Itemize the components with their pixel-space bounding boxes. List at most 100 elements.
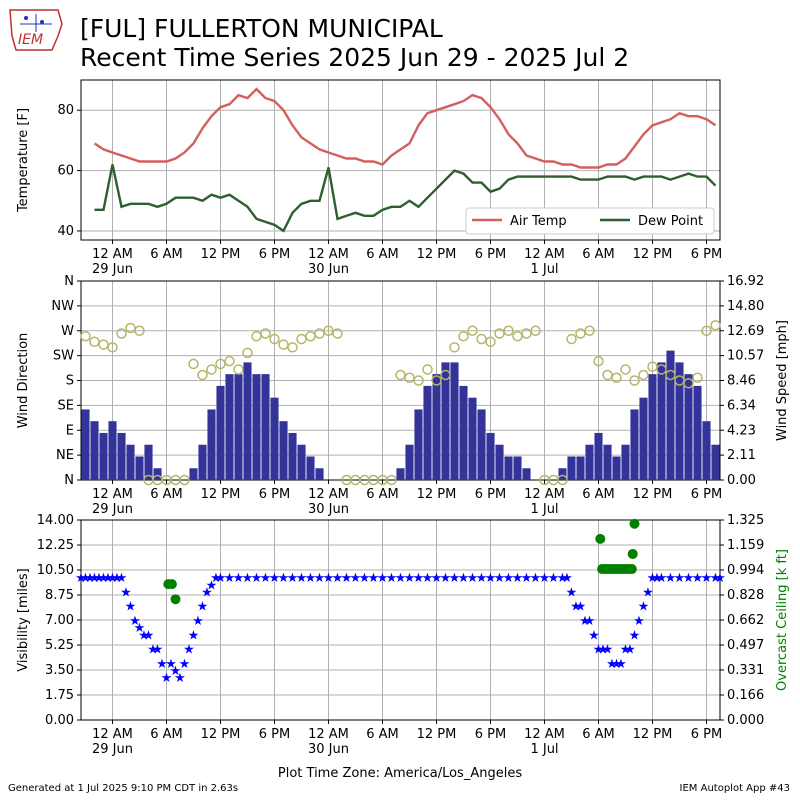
y-tick-label: 5.25 xyxy=(45,638,74,653)
plot-frame xyxy=(80,79,721,241)
wind-speed-bar xyxy=(504,456,513,480)
wind-direction-point xyxy=(467,325,478,336)
y-tick-label: E xyxy=(66,423,74,438)
visibility-point: ★ xyxy=(503,571,515,586)
wind-speed-bar xyxy=(657,362,666,480)
wind-direction-point xyxy=(188,358,199,370)
visibility-point: ★ xyxy=(75,571,87,586)
y-tick-label: 8.75 xyxy=(45,588,74,603)
visibility-point: ★ xyxy=(615,657,627,672)
wind-direction-point xyxy=(683,378,694,389)
visibility-point: ★ xyxy=(179,657,191,672)
x-tick-label: 12 AM xyxy=(524,727,565,742)
x-tick-label: 6 AM xyxy=(582,247,615,262)
wind-direction-point xyxy=(593,355,604,367)
visibility-point: ★ xyxy=(260,571,272,586)
visibility-point: ★ xyxy=(116,571,128,586)
wind-direction-point xyxy=(512,331,523,342)
x-tick-label: 6 PM xyxy=(259,487,290,502)
visibility-point: ★ xyxy=(440,571,452,586)
wind-direction-point xyxy=(395,369,406,381)
legend-box xyxy=(465,207,715,235)
visibility-point: ★ xyxy=(111,571,123,586)
y-axis-label: Wind Direction xyxy=(16,333,31,429)
dew-point-line xyxy=(94,164,717,233)
wind-direction-point xyxy=(89,336,100,348)
wind-direction-point xyxy=(701,325,712,336)
visibility-point: ★ xyxy=(656,571,668,586)
wind-direction-point xyxy=(116,328,127,339)
y2-tick-label: 12.69 xyxy=(727,324,764,339)
wind-direction-point xyxy=(638,369,649,381)
wind-speed-bar xyxy=(585,444,594,480)
ceiling-point xyxy=(627,548,638,559)
wind-speed-bar xyxy=(261,374,270,480)
visibility-point: ★ xyxy=(647,571,659,586)
visibility-point: ★ xyxy=(449,571,461,586)
visibility-point: ★ xyxy=(206,578,218,593)
wind-direction-point xyxy=(692,372,703,383)
y-tick-label: NE xyxy=(56,448,74,463)
visibility-point: ★ xyxy=(188,628,200,643)
wind-direction-point xyxy=(404,372,415,383)
wind-speed-bar xyxy=(99,432,108,480)
x-tick-label: 6 PM xyxy=(475,727,506,742)
visibility-point: ★ xyxy=(156,657,168,672)
wind-direction-point xyxy=(647,361,658,372)
wind-speed-bar xyxy=(468,397,477,480)
visibility-point: ★ xyxy=(242,571,254,586)
wind-speed-bar xyxy=(675,362,684,480)
y-tick-label: 10.50 xyxy=(37,563,74,578)
visibility-point: ★ xyxy=(84,571,96,586)
visibility-point: ★ xyxy=(593,643,605,658)
wind-direction-point xyxy=(530,325,541,336)
x-tick-label: 12 PM xyxy=(633,247,673,262)
wind-direction-point xyxy=(710,319,721,331)
wind-speed-bar xyxy=(702,421,711,480)
y2-tick-label: 1.159 xyxy=(727,538,764,553)
wind-direction-point xyxy=(485,336,496,348)
visibility-point: ★ xyxy=(642,585,654,600)
wind-direction-point xyxy=(269,333,280,345)
x-tick-label: 6 PM xyxy=(475,247,506,262)
y-tick-label: 0.00 xyxy=(45,713,74,728)
y2-tick-label: 0.828 xyxy=(727,588,764,603)
generated-footer: Generated at 1 Jul 2025 9:10 PM CDT in 2… xyxy=(8,783,239,794)
wind-speed-bar xyxy=(612,456,621,480)
y2-tick-label: 0.662 xyxy=(727,613,764,628)
wind-direction-point xyxy=(611,372,622,383)
wind-speed-bar xyxy=(639,397,648,480)
wind-direction-point xyxy=(251,331,262,342)
y-tick-label: 60 xyxy=(57,164,74,179)
visibility-point: ★ xyxy=(494,571,506,586)
y-tick-label: 1.75 xyxy=(45,688,74,703)
wind-direction-point xyxy=(305,331,316,342)
visibility-point: ★ xyxy=(147,643,159,658)
visibility-point: ★ xyxy=(579,614,591,629)
x-tick-label: 12 PM xyxy=(417,487,457,502)
wind-speed-bar xyxy=(648,374,657,480)
wind-speed-bar xyxy=(603,444,612,480)
wind-speed-bar xyxy=(396,468,405,480)
visibility-point: ★ xyxy=(624,643,636,658)
wind-direction-point xyxy=(80,331,91,342)
wind-speed-bar xyxy=(135,456,144,480)
wind-direction-point xyxy=(278,339,289,350)
wind-speed-bar xyxy=(189,468,198,480)
wind-speed-bar xyxy=(252,374,261,480)
y-tick-label: NW xyxy=(51,299,74,314)
x-tick-label: 12 AM xyxy=(308,247,349,262)
wind-speed-bar xyxy=(126,444,135,480)
y2-tick-label: 14.80 xyxy=(727,299,764,314)
wind-speed-bar xyxy=(207,409,216,480)
wind-direction-point xyxy=(575,328,586,339)
y-tick-label: SW xyxy=(53,349,74,364)
x-tick-label: 6 AM xyxy=(366,247,399,262)
visibility-point: ★ xyxy=(296,571,308,586)
x-date-label: 1 Jul xyxy=(530,742,558,757)
visibility-point: ★ xyxy=(201,585,213,600)
y-tick-label: SE xyxy=(58,398,74,413)
wind-speed-bar xyxy=(225,374,234,480)
wind-speed-bar xyxy=(117,432,126,480)
